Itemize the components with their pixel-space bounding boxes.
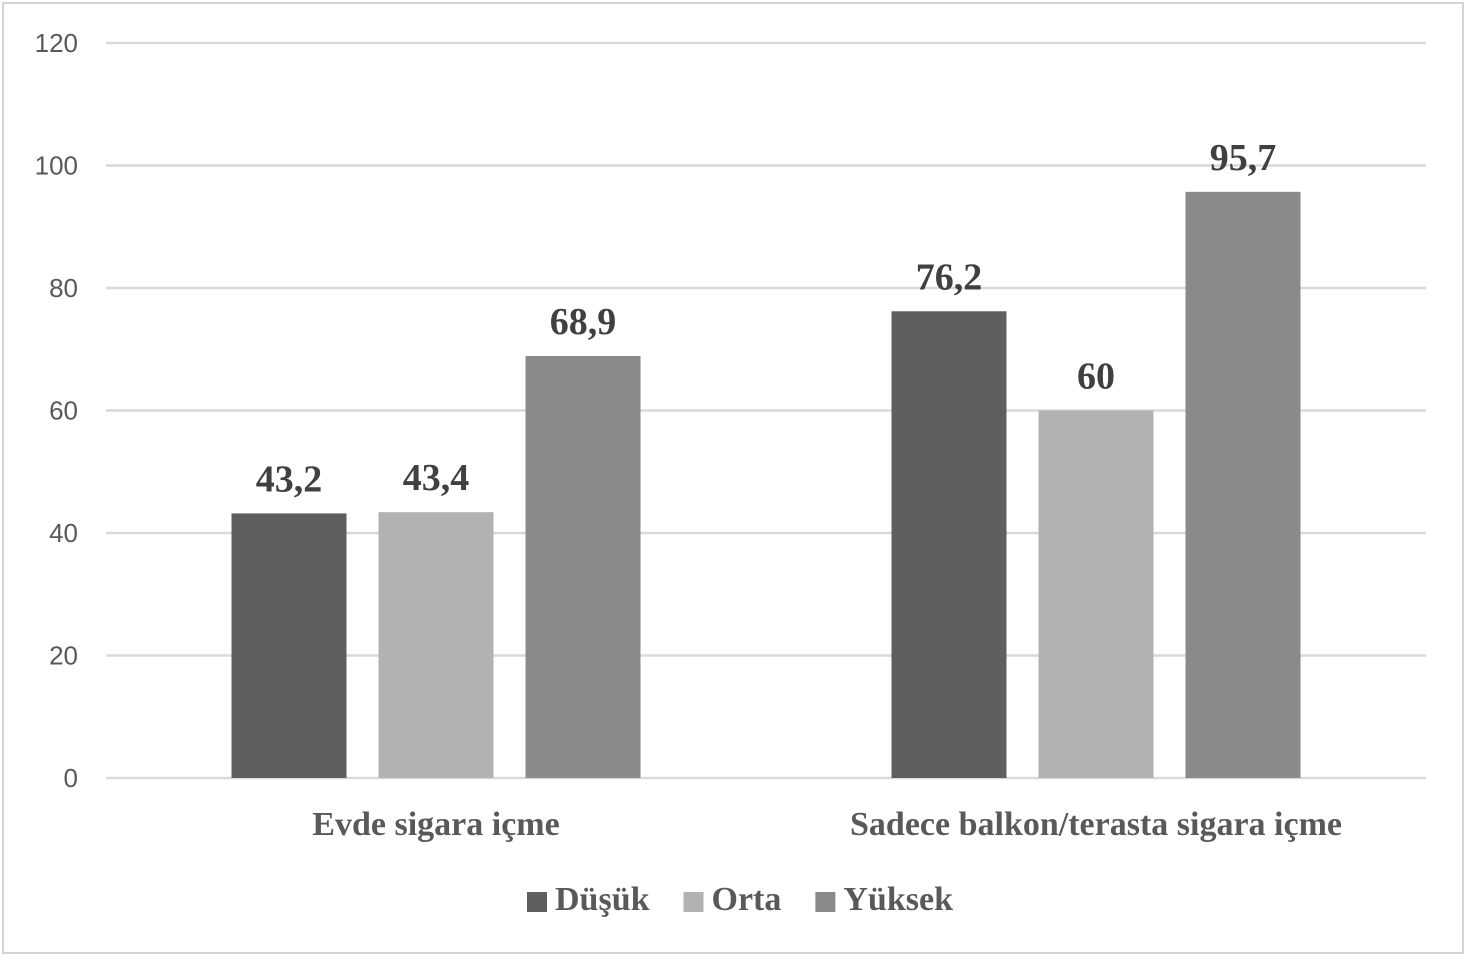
legend-swatch xyxy=(527,892,548,912)
x-axis-categories: Evde sigara içme Sadece balkon/terasta si… xyxy=(312,806,1342,843)
data-labels: 43,2 43,4 68,9 76,2 60 95,7 xyxy=(256,137,1277,501)
legend-item: Düşük xyxy=(527,881,650,918)
legend-swatch xyxy=(815,892,836,912)
legend-label: Yüksek xyxy=(843,881,953,918)
bar-orta xyxy=(378,512,494,778)
legend-label: Düşük xyxy=(555,881,650,918)
data-label: 95,7 xyxy=(1210,137,1277,179)
bars xyxy=(231,191,1301,778)
x-category-label: Evde sigara içme xyxy=(312,806,559,843)
data-label: 68,9 xyxy=(550,301,617,343)
bar-düşük xyxy=(231,513,347,778)
data-label: 76,2 xyxy=(916,256,983,298)
legend-item: Yüksek xyxy=(815,881,953,918)
legend-item: Orta xyxy=(683,881,782,918)
y-tick-label: 0 xyxy=(64,763,78,793)
y-tick-label: 80 xyxy=(49,273,78,303)
legend-label: Orta xyxy=(712,881,782,918)
y-tick-label: 100 xyxy=(35,151,78,181)
bar-orta xyxy=(1038,410,1154,778)
data-label: 43,2 xyxy=(256,458,323,500)
legend-swatch xyxy=(683,892,704,912)
data-label: 60 xyxy=(1077,356,1115,398)
data-label: 43,4 xyxy=(403,457,470,499)
y-tick-label: 20 xyxy=(49,641,78,671)
bar-yüksek xyxy=(525,355,641,778)
y-axis-ticks: 0 20 40 60 80 100 120 xyxy=(35,28,78,793)
bar-düşük xyxy=(891,311,1007,778)
x-category-label: Sadece balkon/terasta sigara içme xyxy=(850,806,1342,843)
y-tick-label: 120 xyxy=(35,28,78,58)
y-tick-label: 40 xyxy=(49,518,78,548)
legend: Düşük Orta Yüksek xyxy=(527,881,953,918)
y-tick-label: 60 xyxy=(49,396,78,426)
bar-yüksek xyxy=(1185,191,1301,778)
